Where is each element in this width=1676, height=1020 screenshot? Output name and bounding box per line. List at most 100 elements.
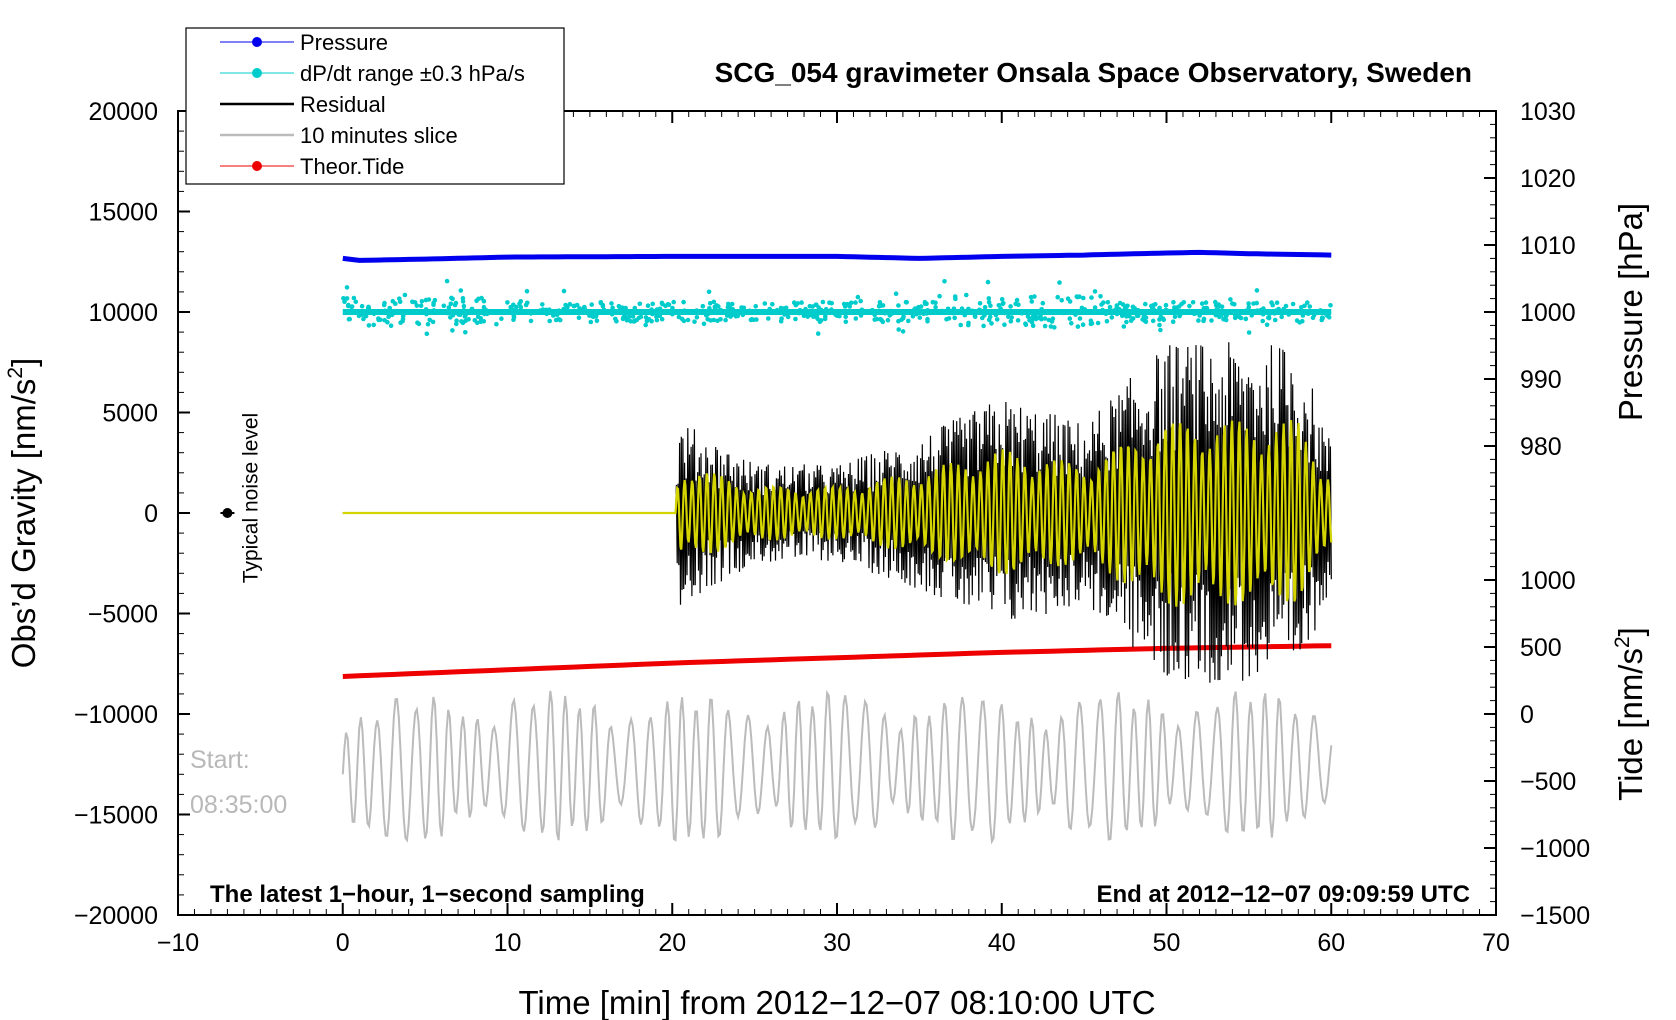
dpdt-point [1163,302,1169,308]
dpdt-point [1092,289,1098,294]
dpdt-point [767,306,772,312]
y-left-title-end: ] [5,358,42,367]
dpdt-point [1305,300,1310,305]
dpdt-point [1213,299,1218,305]
dpdt-point [1254,288,1260,293]
dpdt-point [462,314,468,319]
tide-tick-label: 1000 [1520,567,1576,595]
dpdt-point [428,310,433,316]
dpdt-point [1272,311,1277,316]
x-axis-title: Time [min] from 2012−12−07 08:10:00 UTC [518,984,1155,1020]
dpdt-point [1033,310,1038,315]
dpdt-point [565,304,570,310]
dpdt-point [659,316,665,322]
dpdt-point [855,294,861,300]
dpdt-point [694,308,699,313]
dpdt-point [1281,306,1286,312]
dpdt-point [1274,300,1280,306]
dpdt-point [981,309,986,315]
dpdt-point [1013,301,1018,307]
dpdt-point [1039,316,1044,322]
dpdt-point [987,314,993,320]
dpdt-point [925,308,930,313]
dpdt-point [921,311,926,317]
dpdt-point [366,306,372,311]
dpdt-point [1170,310,1176,315]
dpdt-point [977,307,982,313]
dpdt-point [694,315,700,320]
dpdt-point [1266,315,1271,320]
pressure-axis-ticks: 1030 1020 1010 1000 990 980 [1484,98,1576,461]
dpdt-point [741,305,747,311]
dpdt-point [418,303,424,309]
y-left-tick-label: −5000 [88,601,158,629]
dpdt-point [653,309,658,314]
dpdt-point [600,303,606,309]
dpdt-point [609,301,614,306]
dpdt-point [416,321,422,327]
dpdt-point [882,310,888,316]
dpdt-point [1023,310,1029,316]
dpdt-point [748,309,754,315]
dpdt-point [577,306,582,311]
dpdt-point [748,317,754,323]
dpdt-point [1143,319,1149,325]
dpdt-point [1264,322,1270,328]
dpdt-point [778,319,784,324]
x-tick-label: 10 [494,929,522,957]
pressure-tick-label: 990 [1520,366,1562,394]
dpdt-point [1107,308,1112,313]
dpdt-point [958,322,963,328]
dpdt-point [421,310,427,316]
dpdt-point [617,304,623,310]
dpdt-point [524,289,530,294]
dpdt-point [729,301,735,307]
dpdt-point [814,312,820,318]
dpdt-point [1086,309,1092,314]
dpdt-point [346,317,352,322]
dpdt-point [1089,295,1094,300]
y-left-axis-title: Obs’d Gravity [nm/s2] [4,358,42,669]
dpdt-point [528,318,534,324]
dpdt-point [878,303,884,308]
dpdt-point [1130,304,1136,310]
dpdt-point [1055,294,1060,300]
dpdt-point [1246,304,1252,310]
dpdt-point [1127,314,1132,319]
dpdt-point [1318,308,1323,313]
dpdt-point [614,319,619,324]
dpdt-point [386,314,391,320]
dpdt-point [1246,301,1251,306]
dpdt-point [1116,306,1122,312]
dpdt-point [450,312,456,318]
dpdt-point [390,298,396,304]
dpdt-point [815,331,821,336]
pressure-tick-label: 1010 [1520,232,1576,260]
dpdt-point [523,302,529,308]
dpdt-point [474,320,480,326]
dpdt-point [1046,317,1052,323]
dpdt-point [1057,280,1062,285]
dpdt-point [810,304,815,309]
dpdt-point [858,298,863,304]
dpdt-point [903,299,909,305]
dpdt-point [820,299,826,305]
legend-swatch-dot [252,161,262,171]
x-axis-ticks: −10 0 10 20 30 40 50 60 70 [157,111,1510,957]
tide-tick-label: −500 [1520,768,1576,796]
dpdt-point [1279,314,1284,320]
dpdt-point [400,316,406,322]
dpdt-point [387,305,393,311]
dpdt-point [788,310,794,315]
dpdt-point [554,312,560,318]
dpdt-point [638,314,644,320]
dpdt-point [1008,319,1014,324]
legend-label: 10 minutes slice [300,123,458,148]
dpdt-point [803,310,808,315]
footer-sampling-note: The latest 1−hour, 1−second sampling [210,881,645,908]
dpdt-point [402,292,408,298]
dpdt-point [494,321,499,327]
dpdt-point [906,318,911,324]
dpdt-point [1203,300,1209,305]
dpdt-point [1187,308,1192,314]
